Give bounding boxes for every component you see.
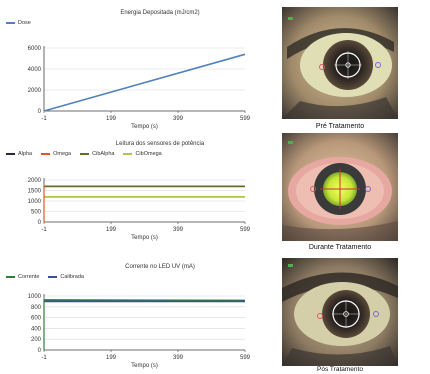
x-axis-label: Tempo (s) [131,124,158,130]
photo-caption: Durante Tratamento [308,244,372,251]
chart-title: Leitura dos sensores de potência [115,141,205,147]
chart-panel-led-current: Corrente no LED UV (mA) Corrente Calibra… [0,264,260,374]
x-tick-label: -1 [41,355,47,361]
chart-legend: Dose [6,20,31,26]
y-tick-label: 0 [38,220,42,226]
eye-image [282,258,398,366]
x-tick-label: 599 [240,116,251,122]
photo-caption: Pós Tratamento [317,366,363,373]
legend-item-alpha: Alpha [6,151,32,157]
series-line-dose [43,53,246,112]
x-tick-label: 399 [173,227,184,233]
x-tick-label: 199 [106,227,117,233]
y-tick-label: 1000 [28,199,42,205]
x-tick-label: 599 [240,227,251,233]
legend-item-corrente: Corrente [6,274,39,280]
legend-label: Calibrada [60,274,84,280]
legend-label: Dose [18,20,31,26]
eye-photo-post [282,258,398,366]
y-tick-label: 0 [38,109,42,115]
x-axis-label: Tempo (s) [131,235,158,241]
legend-item-cibalpha: CibAlpha [80,151,114,157]
legend-swatch [48,276,58,278]
chart-panel-energy: Energia Depositada (mJ/cm2) Dose 0 2000 40… [0,10,260,130]
legend-swatch [41,153,51,155]
x-tick-label: -1 [41,227,47,233]
chart-panel-sensors: Leitura dos sensores de potência Alpha O… [0,141,260,251]
eye-photo-during [282,133,398,241]
legend-swatch [6,153,15,155]
y-tick-label: 400 [31,326,42,332]
legend-item-omega: Omega [41,151,71,157]
photo-caption: Pré Tratamento [315,123,365,130]
chart-sensors: 0 500 1000 1500 2000 -1 199 399 599 Tempo (s) [28,178,251,241]
chart-title: Corrente no LED UV (mA) [125,264,195,270]
y-tick-label: 500 [31,210,42,216]
chart-legend: Corrente Calibrada [6,274,84,280]
legend-label: Corrente [18,274,40,280]
y-tick-label: 1500 [28,189,42,195]
x-tick-label: 199 [106,355,117,361]
legend-swatch [123,153,133,155]
x-tick-label: 599 [240,355,251,361]
y-tick-label: 4000 [28,67,42,73]
y-tick-label: 6000 [28,46,42,52]
x-axis-label: Tempo (s) [131,363,158,369]
eye-image [282,133,398,241]
legend-label: Omega [53,151,72,157]
x-tick-label: 399 [173,355,184,361]
legend-swatch [6,276,15,278]
y-tick-label: 2000 [28,88,42,94]
chart-led-current: 0 200 400 600 800 1000 -1 199 399 599 Tempo (s) [28,294,251,369]
x-tick-label: -1 [41,116,47,122]
y-tick-label: 2000 [28,178,42,184]
legend-item-ciboemga: CibOmega [123,151,162,157]
eye-image [282,7,398,119]
y-tick-label: 600 [31,316,42,322]
legend-item-dose: Dose [6,20,31,26]
chart-legend: Alpha Omega CibAlpha CibOmega [6,151,162,157]
legend-swatch [80,153,90,155]
y-tick-label: 1000 [28,294,42,300]
y-tick-label: 0 [38,348,42,354]
y-tick-label: 800 [31,305,42,311]
legend-label: CibAlpha [92,151,115,157]
legend-label: Alpha [18,151,33,157]
eye-photo-pre [282,7,398,119]
legend-swatch [6,22,15,24]
legend-item-calibrada: Calibrada [48,274,84,280]
x-tick-label: 399 [173,116,184,122]
chart-title: Energia Depositada (mJ/cm2) [120,10,200,16]
y-tick-label: 200 [31,337,42,343]
x-tick-label: 199 [106,116,117,122]
legend-label: CibOmega [135,151,162,157]
chart-energy: 0 2000 4000 6000 -1 199 399 599 Tempo (s) [28,46,251,130]
